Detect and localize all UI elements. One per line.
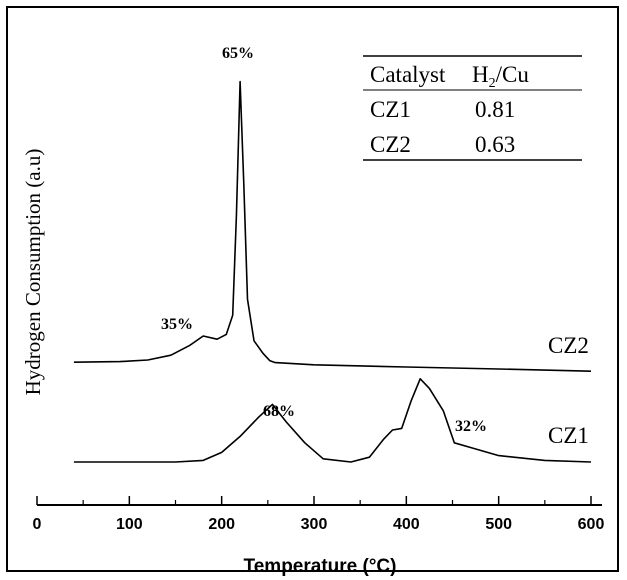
x-tick-label-600: 600 <box>578 516 605 533</box>
h-symbol: H <box>472 62 489 87</box>
table-cell-value-1: 0.81 <box>475 97 515 122</box>
inset-table: Catalyst H2/Cu CZ1 0.81 CZ2 0.63 <box>363 55 582 161</box>
series-label-cz2: CZ2 <box>548 333 589 358</box>
table-cell-catalyst-1: CZ1 <box>370 97 411 122</box>
peak-label-cz2-35pct: 35% <box>161 316 193 333</box>
series-line-cz2 <box>73 80 592 372</box>
x-tick-label-200: 200 <box>208 516 235 533</box>
x-tick-label-300: 300 <box>301 516 328 533</box>
x-tick-label-100: 100 <box>116 516 143 533</box>
x-tick-label-0: 0 <box>33 516 42 533</box>
series-line-cz1 <box>73 378 592 463</box>
cu-symbol: /Cu <box>496 62 530 87</box>
table-header-catalyst: Catalyst <box>370 62 446 87</box>
series-label-cz1: CZ1 <box>548 423 589 448</box>
series-labels: CZ2 CZ1 <box>548 333 589 448</box>
series-lines <box>73 80 592 463</box>
peak-label-cz1-32pct: 32% <box>455 418 487 435</box>
y-axis-label: Hydrogen Consumption (a.u) <box>21 149 45 396</box>
x-tick-label-400: 400 <box>393 516 420 533</box>
table-cell-value-2: 0.63 <box>475 132 515 157</box>
peak-annotations: 35% 65% 68% 32% <box>161 45 487 435</box>
table-cell-catalyst-2: CZ2 <box>370 132 411 157</box>
x-axis-label: Temperature (°C) <box>244 556 397 577</box>
subscript-2: 2 <box>489 76 496 91</box>
peak-label-cz1-68pct: 68% <box>263 403 295 420</box>
chart-frame <box>6 6 619 572</box>
x-ticks: 0 100 200 300 400 500 600 <box>33 496 605 533</box>
x-tick-label-500: 500 <box>485 516 512 533</box>
table-header-h2cu: H2/Cu <box>472 62 529 91</box>
peak-label-cz2-65pct: 65% <box>222 45 254 62</box>
